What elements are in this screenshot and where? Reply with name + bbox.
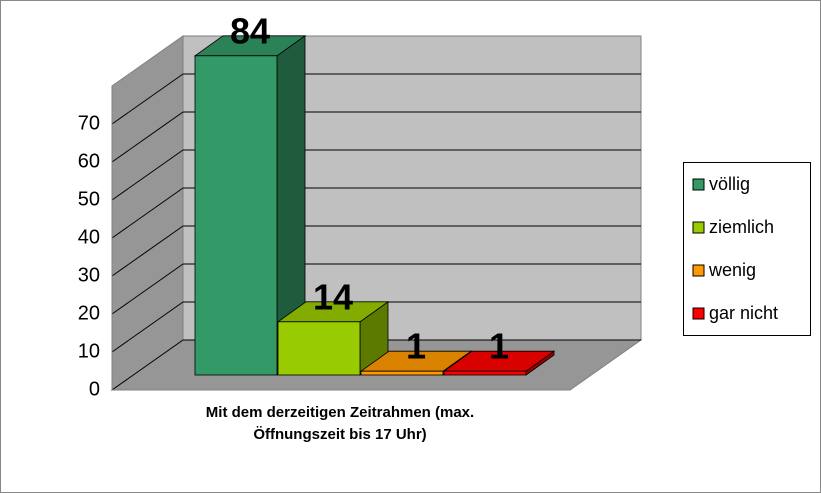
y-tick-label: 70 — [78, 112, 100, 134]
bar — [194, 55, 278, 376]
legend-label: gar nicht — [709, 303, 778, 323]
legend-label: völlig — [709, 174, 750, 194]
y-tick-label: 20 — [78, 302, 100, 324]
data-label: 84 — [230, 10, 270, 51]
x-category-label: Mit dem derzeitigen Zeitrahmen (max. Öff… — [205, 404, 475, 443]
y-tick-label: 10 — [78, 340, 100, 362]
grid-line — [111, 301, 184, 353]
bar — [443, 370, 527, 376]
data-label: 14 — [313, 276, 353, 317]
legend-swatch — [692, 264, 705, 277]
data-label: 1 — [406, 326, 426, 367]
y-tick-label: 0 — [89, 378, 100, 400]
grid-line — [111, 263, 184, 315]
bar — [360, 370, 444, 376]
grid-line — [111, 339, 184, 391]
legend-swatch — [692, 307, 705, 320]
bar — [277, 321, 361, 376]
data-label: 1 — [489, 326, 509, 367]
y-tick-label: 40 — [78, 226, 100, 248]
grid-line — [111, 111, 184, 163]
legend-swatch — [692, 178, 705, 191]
grid-line — [111, 187, 184, 239]
y-tick-label: 30 — [78, 264, 100, 286]
y-tick-label: 50 — [78, 188, 100, 210]
grid-line — [111, 149, 184, 201]
legend-box — [683, 162, 811, 336]
y-tick-label: 60 — [78, 150, 100, 172]
grid-line — [111, 225, 184, 277]
legend-label: wenig — [708, 260, 756, 280]
grid-line — [111, 73, 184, 125]
legend-swatch — [692, 221, 705, 234]
legend-label: ziemlich — [709, 217, 774, 237]
